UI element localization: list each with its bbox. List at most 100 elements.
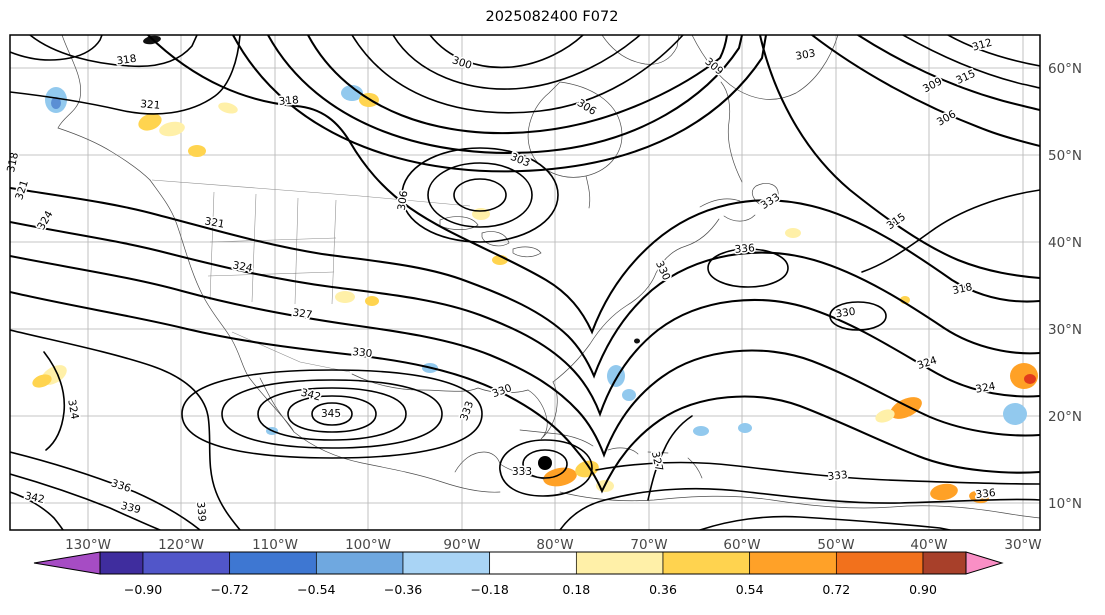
anomaly-patch-pale: [159, 121, 185, 137]
contour-label: 318: [951, 281, 973, 297]
y-tick-label: 60°N: [1048, 61, 1082, 77]
graticule-grid: [10, 35, 1040, 530]
contour-path: [861, 189, 1040, 273]
anomaly-patch-orange: [890, 397, 922, 419]
colorbar-tick-label: −0.36: [384, 582, 422, 597]
colorbar-over-arrow: [965, 551, 1004, 575]
coastline-path: [601, 35, 680, 65]
contour-label: 333: [759, 191, 782, 212]
colorbar-segment: [922, 551, 967, 575]
contour-path: [522, 449, 568, 479]
contour-path: [221, 379, 443, 449]
contour-path: [287, 395, 377, 433]
anomaly-patch-red: [1024, 374, 1036, 384]
contour-path: [401, 147, 559, 243]
colorbar-segment: [99, 551, 144, 575]
contour-label: 312: [971, 37, 994, 54]
colorbar-segment: [229, 551, 317, 575]
contour-path: [902, 35, 1040, 89]
contour-label: 336: [975, 487, 997, 501]
contour-path: [707, 248, 789, 288]
anomaly-patch-dblue: [51, 97, 61, 109]
colorbar-segment: [835, 551, 924, 575]
contour-label: 321: [140, 98, 161, 112]
contour-path: [181, 369, 483, 459]
coastline-path: [57, 35, 151, 181]
coastline-path: [720, 81, 743, 183]
coastline-path: [519, 429, 703, 479]
coastline-path: [149, 179, 249, 377]
contour-label: 330: [653, 259, 672, 282]
contour-label: 318: [116, 53, 138, 68]
contour-path: [392, 35, 641, 90]
contour-path: [231, 35, 768, 173]
colorbar-tick-label: −0.18: [471, 582, 509, 597]
contour-label: 324: [916, 354, 939, 372]
anomaly-patch-orange: [930, 483, 958, 501]
contour-path: [10, 35, 103, 61]
anomaly-patch-pale: [785, 228, 801, 238]
contour-label: 324: [975, 380, 997, 395]
x-tick-label: 130°W: [65, 537, 111, 553]
anomaly-patch-gold: [365, 296, 379, 306]
contour-label: 333: [458, 400, 476, 423]
colorbar-segment: [402, 551, 491, 575]
anomaly-patch-pale: [875, 409, 895, 423]
x-tick-label: 40°W: [910, 537, 947, 553]
contour-path: [257, 387, 407, 441]
colorbar-segment: [489, 551, 577, 575]
anomaly-patch-gold: [138, 113, 162, 131]
colorbar-tick-label: −0.72: [211, 582, 249, 597]
contour-label: 345: [321, 408, 341, 420]
contour-path: [146, 35, 1040, 335]
contour-path: [266, 35, 744, 154]
x-axis-labels: 130°W 120°W 110°W 100°W 90°W 80°W 70°W 60°W 50°W…: [65, 537, 1042, 553]
anomaly-patch-black: [634, 338, 640, 344]
colorbar-tick-label: −0.54: [297, 582, 335, 597]
y-axis-labels: 60°N 50°N 40°N 30°N 20°N 10°N: [1048, 61, 1082, 512]
contour-label: 342: [24, 490, 46, 506]
contour-path: [10, 329, 241, 530]
contour-label: 303: [795, 47, 817, 62]
y-tick-label: 50°N: [1048, 148, 1082, 164]
contour-label: 300: [451, 54, 474, 72]
colorbar-segment: [749, 551, 837, 575]
chart-title: 2025082400 F072: [486, 9, 619, 25]
contour-path: [647, 415, 693, 501]
contour-path: [10, 290, 1040, 494]
x-tick-label: 120°W: [158, 537, 204, 553]
contour-label: 342: [300, 387, 322, 404]
contour-path: [10, 473, 161, 530]
anomaly-patch-blue: [622, 389, 636, 401]
x-tick-label: 60°W: [723, 537, 760, 553]
anomaly-patch-pale: [218, 102, 238, 114]
coastline-path: [293, 431, 501, 493]
contour-path: [10, 491, 64, 530]
contour-label: 324: [35, 209, 56, 233]
contour-label: 327: [649, 450, 665, 472]
colorbar-under-arrow: [33, 551, 101, 575]
colorbar-tick-label: 0.72: [822, 582, 850, 597]
contour-path: [29, 35, 198, 68]
contour-path: [311, 402, 353, 426]
colorbar-tick-label: 0.90: [909, 582, 937, 597]
contour-label: 306: [575, 97, 599, 118]
y-tick-label: 40°N: [1048, 235, 1082, 251]
contour-path: [10, 254, 1040, 458]
colorbar-segment: [662, 551, 751, 575]
contour-path: [427, 162, 533, 228]
anomaly-shading: [32, 35, 1038, 504]
coastline-path: [527, 381, 558, 440]
contour-label: 315: [954, 68, 977, 87]
contour-label: 318: [5, 151, 21, 173]
contour-label: 330: [835, 306, 857, 321]
contour-path: [453, 178, 507, 212]
contour-path: [351, 35, 684, 114]
colorbar-tick-label: −0.90: [124, 582, 162, 597]
contour-label: 330: [352, 346, 373, 360]
contour-label: 333: [827, 469, 848, 483]
anomaly-patch-pale: [335, 291, 355, 303]
map-frame: [9, 34, 1041, 531]
contour-label: 336: [734, 242, 755, 256]
